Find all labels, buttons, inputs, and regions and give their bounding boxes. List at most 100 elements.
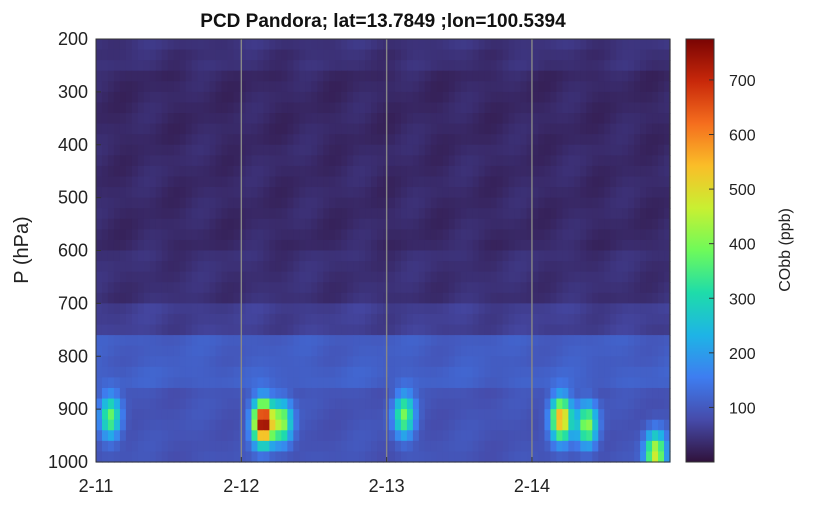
heatmap-cell <box>221 39 229 51</box>
heatmap-cell <box>179 313 187 326</box>
heatmap-cell <box>622 440 629 453</box>
heatmap-cell <box>221 81 229 93</box>
heatmap-cell <box>263 419 270 431</box>
heatmap-cell <box>353 324 360 336</box>
heatmap-cell <box>305 113 312 125</box>
heatmap-cell <box>514 366 522 378</box>
heatmap-cell <box>173 165 181 178</box>
heatmap-cell <box>353 60 360 72</box>
heatmap-cell <box>592 144 599 156</box>
heatmap-cell <box>418 282 426 294</box>
heatmap-cell <box>490 261 498 273</box>
heatmap-cell <box>484 324 492 336</box>
heatmap-cell <box>335 81 342 93</box>
heatmap-cell <box>652 440 659 453</box>
heatmap-cell <box>610 102 617 114</box>
heatmap-cell <box>257 377 265 389</box>
heatmap-cell <box>400 282 408 294</box>
heatmap-cell <box>185 366 193 378</box>
heatmap-cell <box>197 271 205 283</box>
heatmap-cell <box>353 81 360 93</box>
heatmap-cell <box>173 81 181 93</box>
heatmap-cell <box>556 409 563 421</box>
heatmap-cell <box>239 176 247 188</box>
heatmap-cell <box>197 398 205 410</box>
heatmap-cell <box>335 102 342 114</box>
heatmap-cell <box>610 187 617 199</box>
heatmap-cell <box>299 377 306 389</box>
heatmap-cell <box>526 239 534 252</box>
heatmap-cell <box>305 271 312 283</box>
heatmap-cell <box>377 271 384 283</box>
heatmap-cell <box>101 208 109 220</box>
heatmap-cell <box>484 187 492 199</box>
heatmap-cell <box>664 113 671 125</box>
heatmap-cell <box>514 250 522 262</box>
heatmap-cell <box>640 144 647 156</box>
heatmap-cell <box>628 208 635 220</box>
heatmap-cell <box>586 229 593 241</box>
heatmap-cell <box>526 60 534 72</box>
heatmap-cell <box>263 239 270 252</box>
heatmap-cell <box>341 345 348 357</box>
heatmap-cell <box>329 197 336 209</box>
heatmap-cell <box>317 261 324 273</box>
heatmap-cell <box>341 70 348 82</box>
heatmap-cell <box>472 155 480 167</box>
heatmap-cell <box>107 155 115 167</box>
heatmap-cell <box>179 356 187 368</box>
heatmap-cell <box>173 102 181 114</box>
heatmap-cell <box>442 176 450 188</box>
heatmap-cell <box>556 102 563 114</box>
heatmap-cell <box>442 324 450 336</box>
heatmap-cell <box>526 144 534 156</box>
heatmap-cell <box>574 70 581 82</box>
heatmap-cell <box>502 387 510 400</box>
heatmap-cell <box>221 165 229 178</box>
heatmap-cell <box>329 440 336 453</box>
heatmap-cell <box>353 49 360 61</box>
heatmap-cell <box>496 440 504 453</box>
heatmap-cell <box>305 250 312 262</box>
heatmap-cell <box>586 197 593 209</box>
heatmap-cell <box>466 144 474 156</box>
heatmap-cell <box>520 303 528 315</box>
heatmap-cell <box>514 345 522 357</box>
heatmap-cell <box>161 218 169 230</box>
heatmap-cell <box>628 144 635 156</box>
heatmap-cell <box>436 176 444 188</box>
heatmap-cell <box>610 271 617 283</box>
heatmap-cell <box>215 282 223 294</box>
heatmap-cell <box>299 239 306 252</box>
heatmap-cell <box>197 39 205 51</box>
heatmap-cell <box>155 356 163 368</box>
heatmap-cell <box>640 271 647 283</box>
heatmap-cell <box>598 102 605 114</box>
heatmap-cell <box>394 218 402 230</box>
heatmap-cell <box>107 176 115 188</box>
heatmap-cell <box>496 261 504 273</box>
heatmap-cell <box>580 430 587 442</box>
heatmap-cell <box>538 250 546 262</box>
heatmap-cell <box>508 144 516 156</box>
heatmap-cell <box>353 335 360 347</box>
heatmap-cell <box>233 324 241 336</box>
heatmap-cell <box>155 250 163 262</box>
heatmap-cell <box>215 345 223 357</box>
heatmap-cell <box>185 345 193 357</box>
heatmap-cell <box>412 208 420 220</box>
heatmap-cell <box>466 419 474 431</box>
heatmap-cell <box>203 430 211 442</box>
heatmap-cell <box>239 134 247 146</box>
heatmap-cell <box>281 187 288 199</box>
heatmap-cell <box>281 271 288 283</box>
heatmap-cell <box>574 377 581 389</box>
heatmap-cell <box>287 229 294 241</box>
heatmap-cell <box>293 176 300 188</box>
heatmap-cell <box>281 335 288 347</box>
heatmap-cell <box>598 292 605 304</box>
heatmap-cell <box>646 91 653 104</box>
heatmap-cell <box>592 303 599 315</box>
heatmap-cell <box>275 176 282 188</box>
heatmap-cell <box>257 345 265 357</box>
